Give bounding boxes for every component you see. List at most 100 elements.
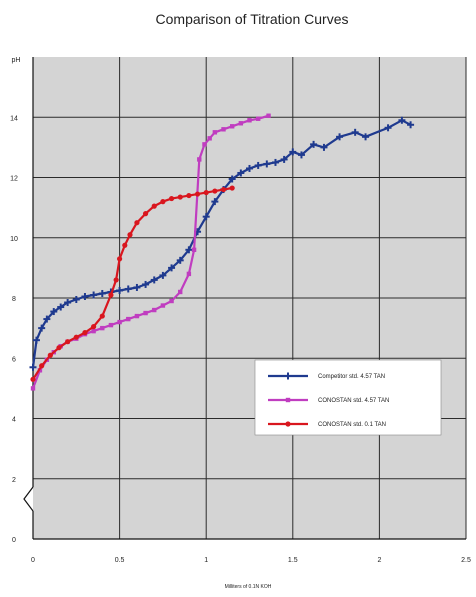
data-point	[351, 128, 359, 136]
data-point	[151, 203, 157, 209]
x-tick-label: 0	[31, 557, 35, 564]
axes: 0 0.5 1 1.5 2 2.5 0 2 4 6 8 10 12 14	[10, 57, 471, 564]
y-tick-label: 6	[12, 356, 16, 363]
data-point	[212, 130, 218, 135]
data-point	[310, 140, 318, 148]
x-tick-label: 1	[204, 557, 208, 564]
data-point	[29, 363, 37, 371]
data-point	[56, 345, 62, 351]
y-axis-label: pH	[12, 57, 21, 64]
data-point	[91, 328, 96, 334]
data-point	[134, 220, 140, 226]
data-point	[142, 280, 150, 288]
data-point	[398, 116, 406, 124]
data-point	[134, 313, 140, 319]
data-point	[50, 308, 58, 316]
data-point	[57, 303, 65, 311]
data-point	[169, 298, 174, 304]
data-point	[91, 324, 97, 330]
data-point	[64, 299, 72, 307]
data-point	[202, 142, 207, 147]
legend-swatch-marker	[284, 372, 292, 380]
data-point	[263, 160, 271, 168]
data-point	[65, 339, 71, 345]
data-point	[168, 195, 175, 202]
legend: Competitor std. 4.57 TAN CONOSTAN std. 4.…	[254, 359, 442, 436]
y-tick-label: 0	[12, 537, 16, 544]
legend-swatch-marker	[285, 397, 291, 403]
data-point	[108, 292, 114, 298]
data-point	[186, 271, 192, 277]
data-point	[254, 161, 262, 169]
data-point	[203, 189, 209, 196]
data-point	[82, 330, 88, 336]
data-point	[176, 256, 184, 264]
chart-title: Comparison of Titration Curves	[156, 11, 349, 27]
x-tick-label: 1.5	[288, 557, 298, 564]
data-point	[159, 271, 167, 279]
data-point	[43, 315, 51, 323]
series-3	[30, 185, 235, 382]
data-point	[237, 169, 245, 177]
data-point	[133, 283, 141, 291]
data-point	[116, 286, 124, 294]
data-point	[100, 325, 105, 331]
data-point	[289, 148, 297, 156]
data-point	[32, 336, 40, 344]
data-point	[221, 127, 226, 132]
data-point	[168, 264, 176, 272]
y-tick-label: 12	[10, 176, 18, 183]
y-tick-label: 4	[12, 417, 16, 424]
y-tick-label: 2	[12, 477, 16, 484]
data-point	[280, 155, 288, 163]
data-point	[191, 247, 197, 252]
data-point	[177, 194, 183, 200]
data-point	[220, 186, 227, 193]
data-point	[113, 277, 119, 283]
data-point	[246, 164, 253, 172]
data-point	[207, 136, 212, 141]
data-point	[194, 191, 201, 197]
data-point	[229, 185, 235, 191]
data-point	[98, 289, 106, 297]
data-point	[229, 124, 235, 129]
data-point	[47, 352, 53, 358]
data-point	[30, 386, 36, 391]
data-point	[39, 363, 45, 369]
data-point	[30, 376, 36, 382]
data-point	[160, 199, 166, 205]
x-tick-label: 2	[377, 557, 381, 564]
data-point	[255, 116, 261, 121]
data-point	[81, 292, 89, 300]
data-point	[73, 334, 79, 340]
y-tick-label: 10	[10, 236, 18, 243]
data-point	[238, 121, 244, 126]
legend-label: CONOSTAN std. 0.1 TAN	[318, 422, 386, 428]
data-point	[247, 118, 252, 123]
data-point	[271, 158, 279, 166]
y-tick-label: 8	[12, 296, 16, 303]
data-point	[38, 324, 46, 332]
legend-label: CONOSTAN std. 4.57 TAN	[318, 398, 389, 404]
data-point	[336, 133, 344, 141]
data-point	[122, 242, 128, 248]
data-point	[266, 113, 271, 118]
data-point	[197, 157, 202, 162]
data-point	[407, 121, 415, 129]
data-point	[186, 192, 192, 199]
data-point	[99, 313, 105, 319]
data-point	[152, 307, 157, 313]
axis-break-symbol	[23, 486, 34, 512]
data-point	[211, 198, 219, 206]
data-point	[150, 276, 158, 284]
data-point	[126, 316, 131, 322]
data-point	[320, 143, 328, 151]
data-point	[160, 303, 166, 308]
data-point	[143, 310, 148, 316]
data-point	[117, 319, 122, 325]
data-point	[90, 291, 98, 299]
data-point	[124, 285, 132, 293]
data-point	[384, 124, 392, 132]
